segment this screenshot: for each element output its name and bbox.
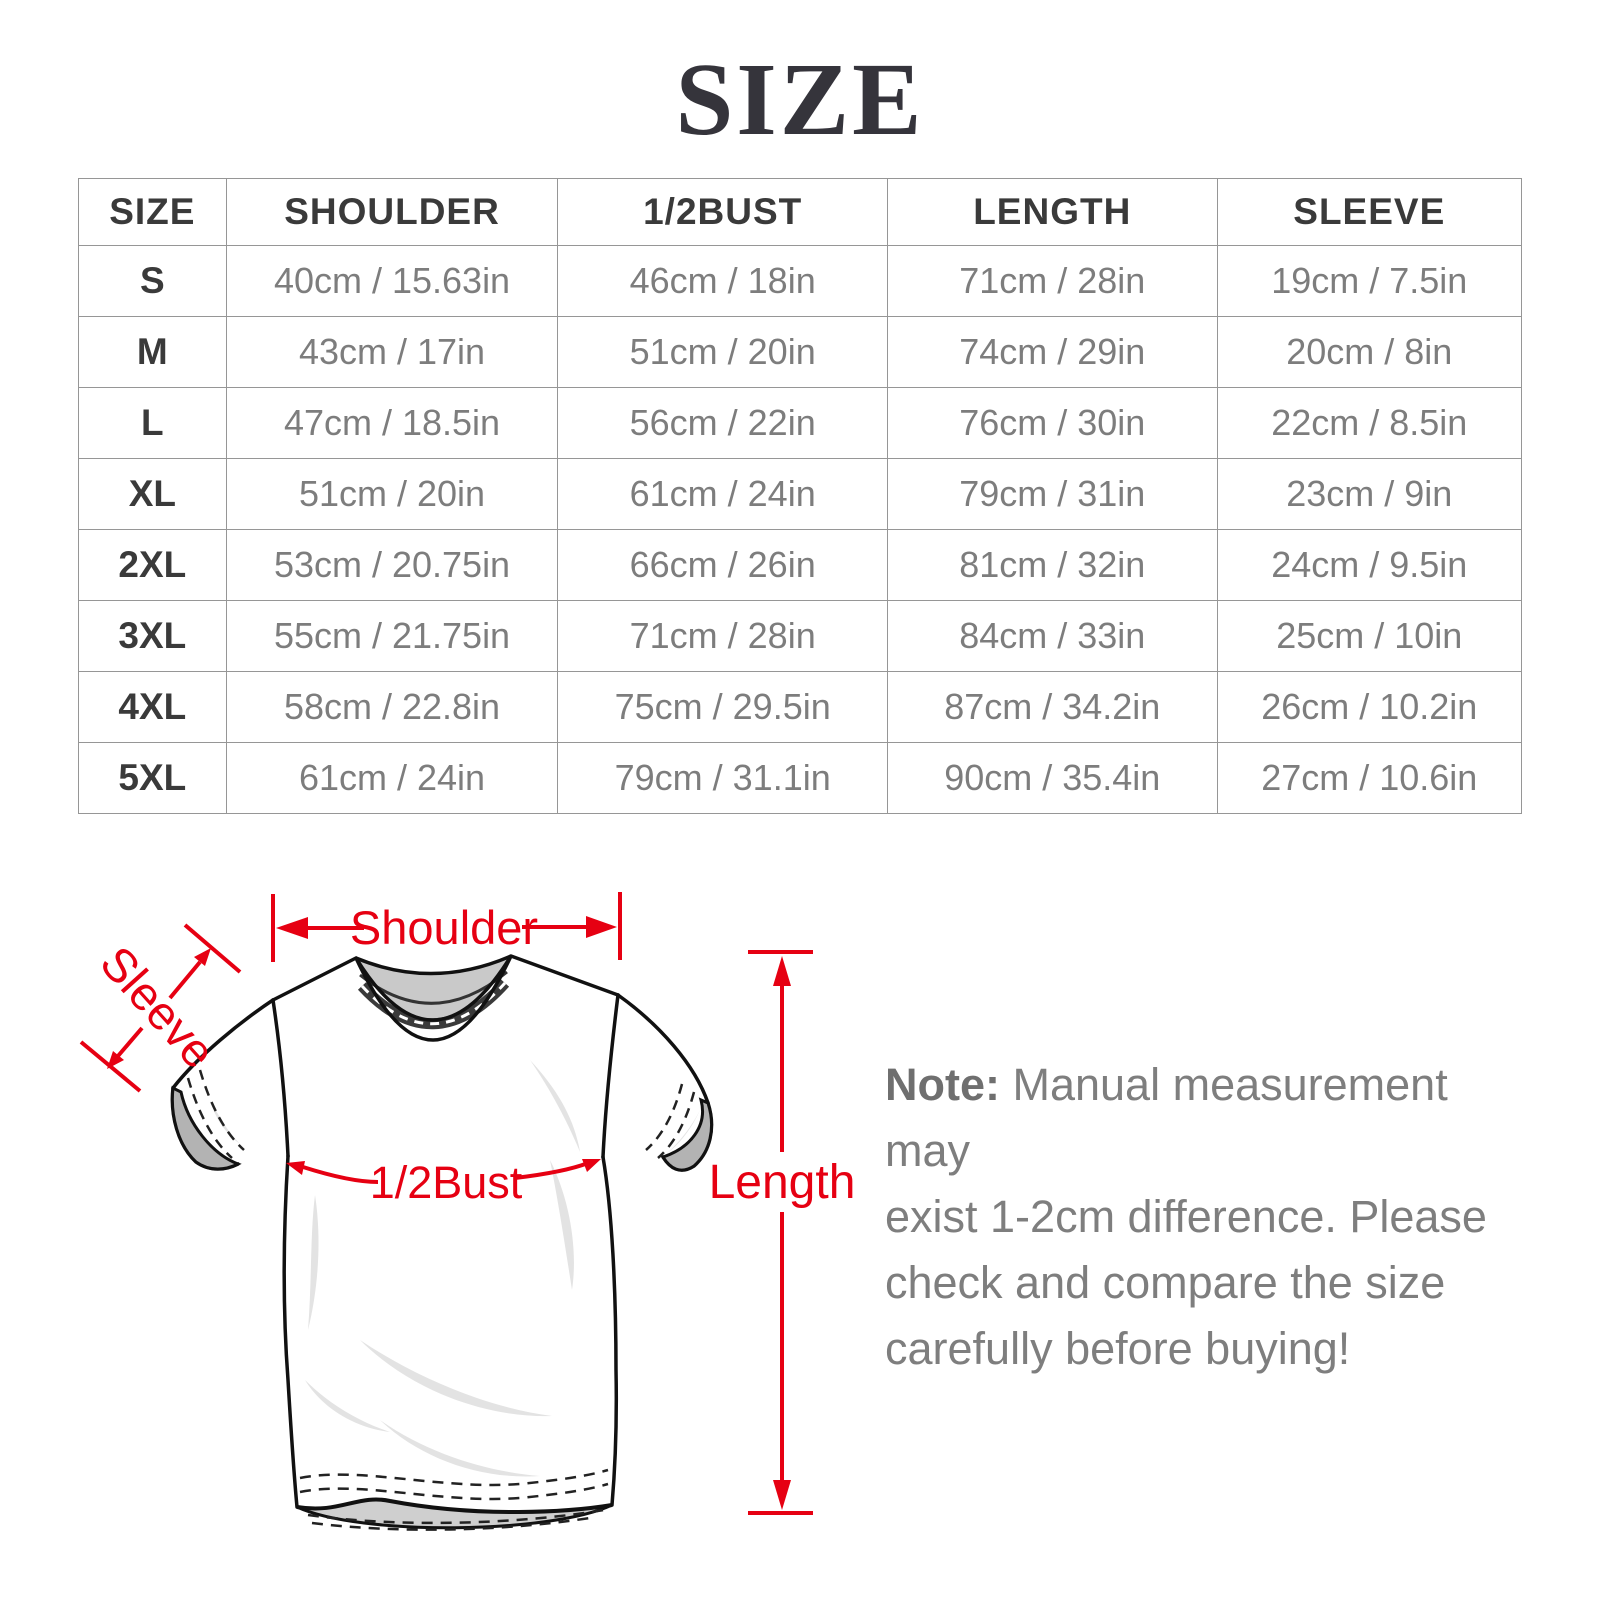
measurement-cell: 51cm / 20in — [225, 458, 559, 530]
table-row-xl: XL 51cm / 20in 61cm / 24in 79cm / 31in 23cm … — [78, 458, 1523, 530]
measurement-cell: 58cm / 22.8in — [225, 671, 559, 743]
measurement-cell: 46cm / 18in — [557, 245, 888, 317]
size-cell: 3XL — [78, 600, 227, 672]
measurement-cell: 87cm / 34.2in — [886, 671, 1218, 743]
size-cell: M — [78, 316, 227, 388]
half-bust-label: 1/2Bust — [370, 1157, 523, 1208]
measurement-cell: 24cm / 9.5in — [1216, 529, 1523, 601]
bottom-hem — [296, 1468, 613, 1531]
measurement-cell: 81cm / 32in — [886, 529, 1218, 601]
table-row-4xl: 4XL 58cm / 22.8in 75cm / 29.5in 87cm / 34.2… — [78, 671, 1523, 743]
measurement-cell: 75cm / 29.5in — [557, 671, 888, 743]
size-table: SIZE SHOULDER 1/2BUST LENGTH SLEEVE S 40cm / … — [78, 178, 1523, 814]
measurement-cell: 26cm / 10.2in — [1216, 671, 1523, 743]
measurement-cell: 56cm / 22in — [557, 387, 888, 459]
left-sleeve-cuff — [170, 1085, 242, 1171]
note-label: Note: — [885, 1059, 1000, 1110]
measurement-cell: 61cm / 24in — [557, 458, 888, 530]
size-cell: L — [78, 387, 227, 459]
measurement-cell: 84cm / 33in — [886, 600, 1218, 672]
column-header-size: SIZE — [78, 178, 227, 246]
shoulder-dimension: Shoulder — [271, 892, 622, 962]
table-row-s: S 40cm / 15.63in 46cm / 18in 71cm / 28in 19c… — [78, 245, 1523, 317]
tshirt-outline — [170, 954, 714, 1509]
measurement-cell: 25cm / 10in — [1216, 600, 1523, 672]
measurement-cell: 55cm / 21.75in — [225, 600, 559, 672]
size-cell: XL — [78, 458, 227, 530]
length-dimension: Length — [709, 950, 856, 1515]
measurement-cell: 47cm / 18.5in — [225, 387, 559, 459]
column-header-length: LENGTH — [886, 178, 1218, 246]
size-table-body: S 40cm / 15.63in 46cm / 18in 71cm / 28in 19c… — [78, 245, 1523, 814]
measurement-cell: 27cm / 10.6in — [1216, 742, 1523, 814]
measurement-cell: 19cm / 7.5in — [1216, 245, 1523, 317]
half-bust-dimension: 1/2Bust — [286, 1157, 601, 1208]
size-cell: 4XL — [78, 671, 227, 743]
measurement-cell: 53cm / 20.75in — [225, 529, 559, 601]
size-cell: S — [78, 245, 227, 317]
measurement-cell: 20cm / 8in — [1216, 316, 1523, 388]
measurement-cell: 79cm / 31in — [886, 458, 1218, 530]
shoulder-label: Shoulder — [350, 901, 538, 954]
note-text: Note: Manual measurement may exist 1-2cm… — [885, 1052, 1505, 1382]
collar — [354, 954, 513, 1042]
column-header-sleeve: SLEEVE — [1216, 178, 1523, 246]
table-row-3xl: 3XL 55cm / 21.75in 71cm / 28in 84cm / 33in 2… — [78, 600, 1523, 672]
table-row-5xl: 5XL 61cm / 24in 79cm / 31.1in 90cm / 35.4in… — [78, 742, 1523, 814]
table-row-l: L 47cm / 18.5in 56cm / 22in 76cm / 30in 22cm… — [78, 387, 1523, 459]
measurement-cell: 71cm / 28in — [886, 245, 1218, 317]
measurement-cell: 61cm / 24in — [225, 742, 559, 814]
size-cell: 2XL — [78, 529, 227, 601]
measurement-cell: 22cm / 8.5in — [1216, 387, 1523, 459]
page-title: SIZE — [675, 42, 925, 157]
column-header-1-2bust: 1/2BUST — [557, 178, 888, 246]
measurement-cell: 71cm / 28in — [557, 600, 888, 672]
measurement-cell: 76cm / 30in — [886, 387, 1218, 459]
length-label: Length — [709, 1156, 856, 1209]
table-row-m: M 43cm / 17in 51cm / 20in 74cm / 29in 20cm /… — [78, 316, 1523, 388]
tshirt-illustration — [170, 954, 714, 1531]
size-cell: 5XL — [78, 742, 227, 814]
measurement-cell: 74cm / 29in — [886, 316, 1218, 388]
measurement-cell: 66cm / 26in — [557, 529, 888, 601]
measurement-cell: 40cm / 15.63in — [225, 245, 559, 317]
measurement-cell: 90cm / 35.4in — [886, 742, 1218, 814]
measurement-cell: 43cm / 17in — [225, 316, 559, 388]
fabric-wrinkles — [210, 1060, 700, 1477]
tshirt-measurement-diagram: Shoulder Sleeve 1/2Bust — [79, 892, 856, 1531]
table-header-row: SIZE SHOULDER 1/2BUST LENGTH SLEEVE — [78, 178, 1523, 246]
measurement-cell: 23cm / 9in — [1216, 458, 1523, 530]
note-body: Manual measurement may exist 1-2cm diffe… — [885, 1059, 1487, 1374]
right-sleeve-cuff — [660, 1097, 713, 1172]
cuff-stitches — [186, 1069, 696, 1159]
measurement-cell: 79cm / 31.1in — [557, 742, 888, 814]
size-table-header: SIZE SHOULDER 1/2BUST LENGTH SLEEVE — [78, 178, 1523, 246]
tshirt-body — [172, 956, 710, 1522]
table-row-2xl: 2XL 53cm / 20.75in 66cm / 26in 81cm / 32in 2… — [78, 529, 1523, 601]
measurement-cell: 51cm / 20in — [557, 316, 888, 388]
column-header-shoulder: SHOULDER — [225, 178, 559, 246]
